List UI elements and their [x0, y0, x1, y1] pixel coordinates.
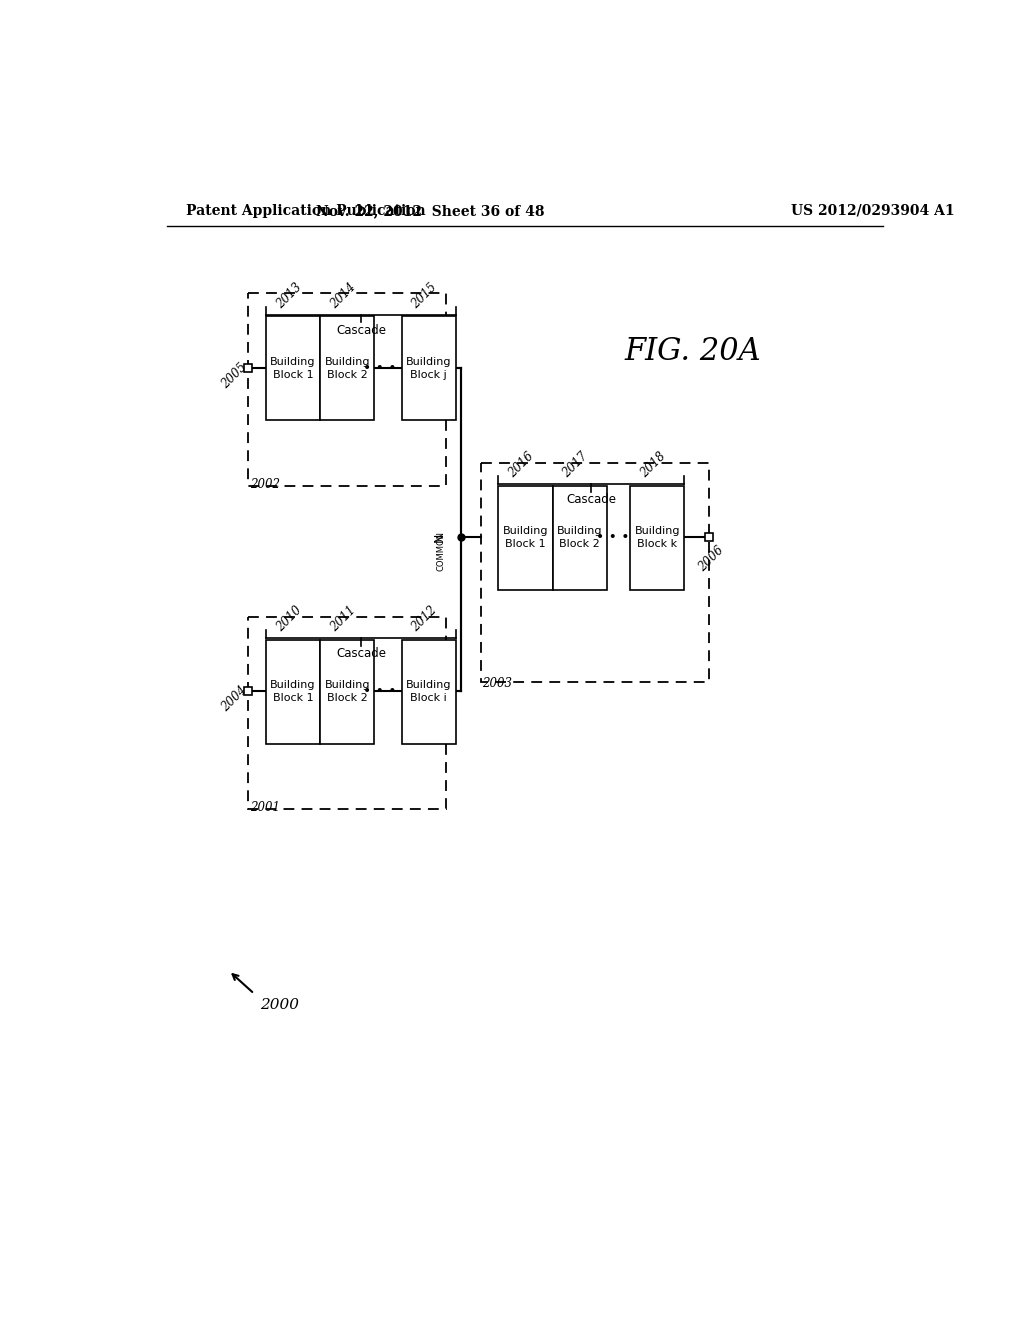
Text: 2012: 2012 [410, 603, 439, 635]
Text: 2013: 2013 [273, 280, 304, 312]
Text: 2005: 2005 [219, 360, 249, 391]
Text: Building
Block 1: Building Block 1 [270, 680, 315, 704]
Text: 2001: 2001 [250, 801, 280, 814]
Text: US 2012/0293904 A1: US 2012/0293904 A1 [791, 203, 954, 218]
Bar [401, 640, 456, 743]
Bar [480, 462, 710, 682]
Text: Building
Block i: Building Block i [406, 680, 452, 704]
Text: 2003: 2003 [482, 677, 512, 689]
Text: COMMON: COMMON [437, 531, 445, 572]
Text: 2014: 2014 [328, 280, 358, 312]
Bar [266, 317, 321, 420]
Text: Building
Block j: Building Block j [406, 356, 452, 380]
Text: 2010: 2010 [273, 603, 304, 635]
Text: 2018: 2018 [638, 450, 669, 480]
Text: • • •: • • • [596, 531, 629, 544]
Bar [499, 486, 553, 590]
Text: FIG. 20A: FIG. 20A [624, 335, 761, 367]
Text: 2011: 2011 [328, 603, 358, 635]
Text: Building
Block 2: Building Block 2 [325, 356, 370, 380]
Text: • • •: • • • [364, 684, 396, 698]
Text: Cascade: Cascade [336, 647, 386, 660]
Text: Building
Block 2: Building Block 2 [557, 527, 602, 549]
Text: 2006: 2006 [696, 544, 726, 574]
Text: Nov. 22, 2012  Sheet 36 of 48: Nov. 22, 2012 Sheet 36 of 48 [316, 203, 545, 218]
Text: • • •: • • • [364, 360, 396, 375]
Bar [706, 533, 713, 541]
Bar [321, 317, 375, 420]
Bar [245, 688, 252, 696]
Text: 2015: 2015 [410, 280, 439, 312]
Text: Building
Block 2: Building Block 2 [325, 680, 370, 704]
Text: 2016: 2016 [506, 450, 537, 480]
Bar [248, 293, 445, 486]
Bar [630, 486, 684, 590]
Bar [245, 364, 252, 372]
Bar [248, 616, 445, 809]
Text: 2004: 2004 [219, 684, 249, 714]
Bar [266, 640, 321, 743]
Text: N: N [433, 532, 445, 543]
Text: Building
Block 1: Building Block 1 [503, 527, 548, 549]
Text: Cascade: Cascade [336, 323, 386, 337]
Text: 2000: 2000 [260, 998, 299, 1011]
Text: 2017: 2017 [560, 450, 591, 480]
Bar [321, 640, 375, 743]
Bar [401, 317, 456, 420]
Text: Building
Block k: Building Block k [635, 527, 680, 549]
Text: 2002: 2002 [250, 478, 280, 491]
Bar [553, 486, 607, 590]
Text: Cascade: Cascade [566, 494, 616, 507]
Text: Patent Application Publication: Patent Application Publication [186, 203, 426, 218]
Text: Building
Block 1: Building Block 1 [270, 356, 315, 380]
